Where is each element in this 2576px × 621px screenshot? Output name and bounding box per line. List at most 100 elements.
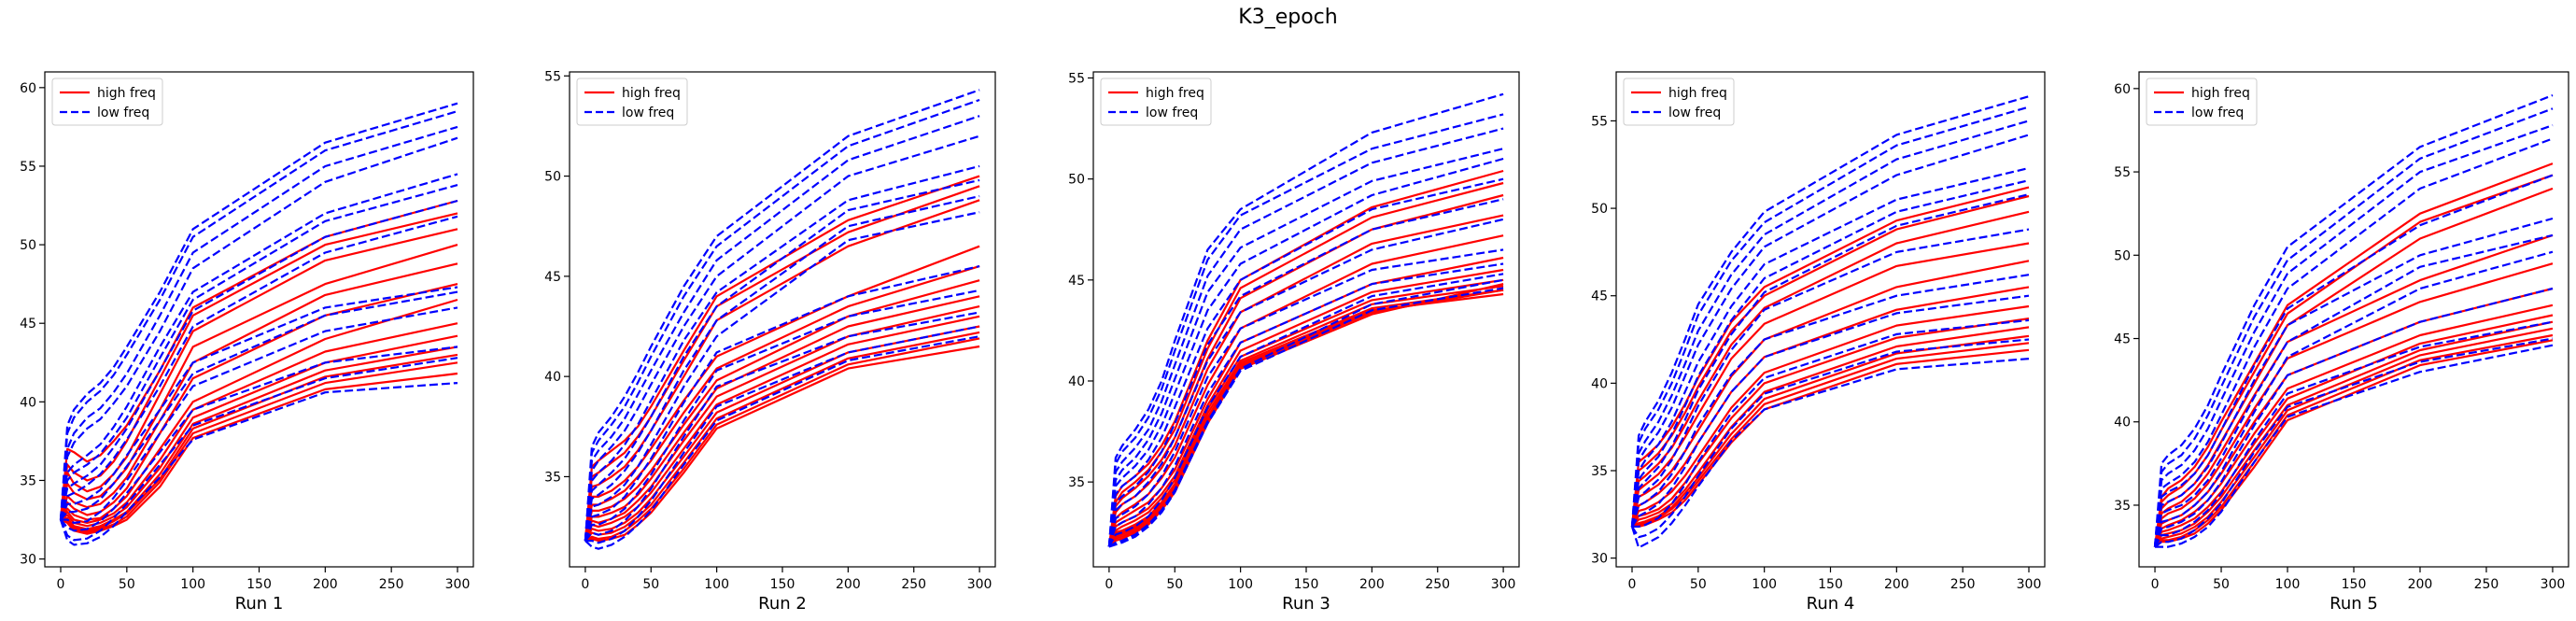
low-freq-line-16 [2153, 137, 2554, 547]
high-freq-line-12 [1632, 348, 2030, 529]
low-freq-line-14 [59, 102, 458, 520]
y-tick-label: 60 [20, 81, 36, 96]
series-group [1107, 92, 1504, 548]
low-freq-line-20 [2153, 250, 2554, 547]
legend-label-low: low freq [2191, 106, 2244, 120]
low-freq-line-13 [1630, 95, 2030, 527]
low-freq-line-25 [60, 346, 458, 532]
high-freq-line-11 [1631, 342, 2030, 528]
high-freq-line-5 [2153, 262, 2554, 547]
high-freq-line-11 [584, 331, 980, 542]
low-freq-line-21 [584, 211, 980, 542]
x-axis-label: Run 3 [1282, 594, 1330, 614]
high-freq-line-10 [584, 325, 980, 542]
legend-box [1100, 78, 1212, 126]
y-tick-label: 50 [1068, 173, 1085, 188]
x-tick-label: 200 [1359, 577, 1385, 592]
subplot-3: 0 50 100 150 200 250 300 35 40 45 50 55 Run 3 high fr… [1068, 71, 1520, 614]
x-tick-label: 50 [119, 577, 135, 592]
y-tick-label: 50 [1591, 202, 1608, 217]
legend-label-high: high freq [1668, 86, 1727, 101]
legend: high freq low freq [1623, 78, 1735, 126]
low-freq-line-27 [59, 382, 458, 546]
high-freq-line-3 [584, 199, 980, 542]
low-freq-line-25 [1108, 278, 1504, 548]
low-freq-line-17 [2153, 174, 2554, 547]
low-freq-line-26 [1108, 287, 1504, 548]
legend: high freq low freq [1100, 78, 1212, 126]
y-tick-label: 55 [20, 160, 36, 175]
low-freq-line-14 [1630, 106, 2030, 527]
x-tick-label: 100 [180, 577, 205, 592]
low-freq-line-26 [584, 335, 980, 550]
subplot-2: 0 50 100 150 200 250 300 35 40 45 50 55 Run 2 high fr… [544, 69, 996, 614]
high-freq-line-5 [59, 262, 458, 520]
low-freq-line-18 [2153, 217, 2554, 547]
low-freq-line-19 [584, 178, 980, 542]
y-tick-label: 50 [2114, 248, 2131, 263]
y-tick-label: 60 [2114, 82, 2131, 97]
legend-label-low: low freq [622, 106, 674, 120]
high-freq-line-11 [2154, 333, 2554, 548]
low-freq-line-16 [1107, 127, 1504, 547]
legend-label-low: low freq [1668, 106, 1721, 120]
y-tick-label: 45 [2114, 332, 2131, 347]
subplot-4: 0 50 100 150 200 250 300 30 35 40 45 50 55 Run 4 high … [1591, 71, 2046, 614]
high-freq-line-2 [59, 212, 458, 520]
low-freq-line-24 [584, 311, 980, 542]
high-freq-line-12 [1108, 289, 1504, 548]
y-tick-label: 35 [2114, 499, 2131, 514]
low-freq-line-15 [1630, 120, 2030, 527]
y-tick-label: 40 [544, 370, 561, 385]
low-freq-line-16 [59, 125, 458, 520]
x-axis-label: Run 5 [2330, 594, 2378, 614]
low-freq-line-23 [60, 290, 458, 521]
x-tick-label: 0 [2151, 577, 2160, 592]
low-freq-line-22 [1107, 248, 1504, 547]
low-freq-line-20 [584, 194, 980, 542]
series-group [59, 102, 458, 546]
high-freq-line-4 [1630, 242, 2030, 528]
low-freq-line-15 [1107, 113, 1504, 547]
axes-frame [569, 71, 996, 568]
high-freq-line-8 [60, 322, 458, 525]
low-freq-line-16 [1630, 134, 2030, 528]
y-tick-label: 30 [20, 553, 36, 568]
low-freq-line-24 [1631, 338, 2030, 539]
y-tick-label: 35 [1068, 475, 1085, 490]
series-group [584, 89, 980, 550]
low-freq-line-24 [61, 306, 458, 525]
low-freq-line-18 [1630, 179, 2030, 528]
x-tick-label: 200 [836, 577, 861, 592]
x-tick-label: 0 [1105, 577, 1113, 592]
x-tick-label: 50 [2213, 577, 2230, 592]
low-freq-line-16 [584, 115, 980, 542]
high-freq-line-3 [1107, 193, 1504, 547]
x-tick-label: 200 [313, 577, 338, 592]
subplot-5: 0 50 100 150 200 250 300 35 40 45 50 55 60 Run 5 high … [2114, 71, 2569, 614]
legend-box [51, 78, 163, 126]
legend-label-high: high freq [622, 86, 681, 101]
x-tick-label: 300 [967, 577, 992, 592]
high-freq-line-10 [1631, 334, 2030, 528]
x-tick-label: 150 [246, 577, 272, 592]
low-freq-line-24 [1107, 273, 1504, 547]
low-freq-line-25 [1630, 358, 2030, 549]
low-freq-line-15 [59, 110, 458, 520]
low-freq-line-18 [1107, 157, 1504, 547]
y-tick-label: 40 [20, 395, 36, 410]
low-freq-line-22 [59, 286, 458, 520]
x-tick-label: 100 [1228, 577, 1253, 592]
x-tick-label: 250 [901, 577, 926, 592]
legend: high freq low freq [2146, 78, 2258, 126]
legend-box [1623, 78, 1735, 126]
legend: high freq low freq [51, 78, 163, 126]
legend-label-low: low freq [97, 106, 149, 120]
x-tick-label: 150 [2342, 577, 2367, 592]
high-freq-line-13 [1108, 283, 1504, 548]
high-freq-line-8 [1107, 278, 1504, 547]
x-tick-label: 250 [2474, 577, 2499, 592]
low-freq-line-19 [59, 184, 458, 520]
legend-label-high: high freq [2191, 86, 2250, 101]
low-freq-line-22 [1631, 294, 2030, 528]
